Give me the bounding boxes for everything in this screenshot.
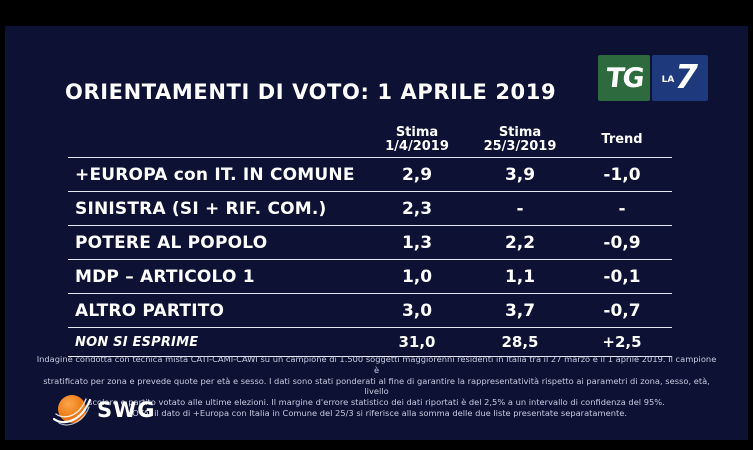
header-stima-current: Stima 1/4/2019 xyxy=(366,126,468,157)
party-label: +EUROPA con IT. IN COMUNE xyxy=(75,164,355,185)
stima-previous-value: 3,7 xyxy=(504,300,536,321)
methodology-note-line1: Indagine condotta con tecnica mista CATI… xyxy=(36,354,717,375)
table-row-sinistra: SINISTRA (SI + RIF. COM.) 2,3 - - xyxy=(68,192,672,226)
methodology-note-line3: scolare e partito votato alle ultime ele… xyxy=(88,397,665,408)
la7-logo-la-text: LA xyxy=(661,75,675,85)
page-title: ORIENTAMENTI DI VOTO: 1 APRILE 2019 xyxy=(65,80,557,104)
tg-logo-green-box: TG xyxy=(598,55,650,101)
stima-previous-value: 2,2 xyxy=(504,232,536,253)
stima-current-value: 3,0 xyxy=(401,300,433,321)
header-trend: Trend xyxy=(572,133,672,157)
party-label: MDP – ARTICOLO 1 xyxy=(75,266,255,287)
stima-current-value: 2,9 xyxy=(401,164,433,185)
table-row-mdp-articolo1: MDP – ARTICOLO 1 1,0 1,1 -0,1 xyxy=(68,260,672,294)
trend-value: - xyxy=(618,198,626,219)
la7-logo-seven-text: 7 xyxy=(671,57,703,96)
poll-table: Stima 1/4/2019 Stima 25/3/2019 Trend +EU… xyxy=(68,122,672,357)
stima-current-value: 2,3 xyxy=(401,198,433,219)
trend-value: -0,9 xyxy=(603,232,641,253)
party-label: POTERE AL POPOLO xyxy=(75,232,268,253)
header-stima-previous-line1: Stima xyxy=(498,125,542,140)
la7-logo-blue-box: LA 7 xyxy=(652,55,708,101)
header-stima-current-line2: 1/4/2019 xyxy=(385,139,449,154)
swg-globe-icon xyxy=(52,395,92,426)
table-row-non-si-esprime: NON SI ESPRIME 31,0 28,5 +2,5 xyxy=(68,328,672,357)
swg-logo: SWG xyxy=(51,389,156,431)
trend-value: +2,5 xyxy=(602,333,642,351)
header-stima-previous-line2: 25/3/2019 xyxy=(483,139,557,154)
party-label: NON SI ESPRIME xyxy=(75,334,199,350)
party-label: SINISTRA (SI + RIF. COM.) xyxy=(75,198,327,219)
header-party-spacer xyxy=(68,154,366,157)
methodology-note-line2: stratificato per zona e prevede quote pe… xyxy=(43,375,710,397)
table-row-europa: +EUROPA con IT. IN COMUNE 2,9 3,9 -1,0 xyxy=(68,158,672,192)
trend-value: -0,7 xyxy=(603,300,641,321)
table-row-altro-partito: ALTRO PARTITO 3,0 3,7 -0,7 xyxy=(68,294,672,328)
header-stima-previous: Stima 25/3/2019 xyxy=(468,126,572,157)
trend-value: -1,0 xyxy=(603,164,641,185)
methodology-note: Indagine condotta con tecnica mista CATI… xyxy=(33,354,720,419)
graphic-panel: ORIENTAMENTI DI VOTO: 1 APRILE 2019 TG L… xyxy=(5,26,748,440)
party-label: ALTRO PARTITO xyxy=(75,300,225,321)
tg-logo-text: TG xyxy=(604,62,644,94)
table-row-potere-al-popolo: POTERE AL POPOLO 1,3 2,2 -0,9 xyxy=(68,226,672,260)
trend-value: -0,1 xyxy=(603,266,641,287)
stima-previous-value: - xyxy=(516,198,524,219)
swg-logo-text: SWG xyxy=(97,398,156,422)
stima-current-value: 1,3 xyxy=(401,232,433,253)
methodology-note-line4: NOTA: il dato di +Europa con Italia in C… xyxy=(126,407,627,418)
header-trend-label: Trend xyxy=(601,132,643,147)
stima-previous-value: 28,5 xyxy=(501,333,539,351)
table-header-row: Stima 1/4/2019 Stima 25/3/2019 Trend xyxy=(68,122,672,158)
stima-previous-value: 1,1 xyxy=(504,266,536,287)
stima-current-value: 31,0 xyxy=(398,333,436,351)
stima-previous-value: 3,9 xyxy=(504,164,536,185)
stima-current-value: 1,0 xyxy=(401,266,433,287)
header-stima-current-line1: Stima xyxy=(395,125,439,140)
tg-la7-logo: TG LA 7 xyxy=(598,55,708,101)
